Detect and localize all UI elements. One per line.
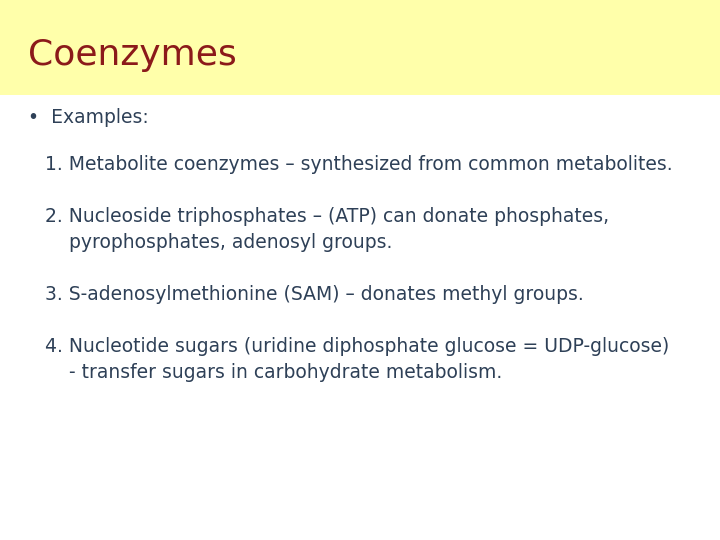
Text: •  Examples:: • Examples:	[28, 108, 149, 127]
Text: 2. Nucleoside triphosphates – (ATP) can donate phosphates,
    pyrophosphates, a: 2. Nucleoside triphosphates – (ATP) can …	[45, 207, 609, 252]
Text: 3. S-adenosylmethionine (SAM) – donates methyl groups.: 3. S-adenosylmethionine (SAM) – donates …	[45, 285, 584, 304]
Text: Coenzymes: Coenzymes	[28, 38, 237, 72]
Bar	[0, 0, 720, 95]
Text: 1. Metabolite coenzymes – synthesized from common metabolites.: 1. Metabolite coenzymes – synthesized fr…	[45, 155, 672, 174]
Text: 4. Nucleotide sugars (uridine diphosphate glucose = UDP-glucose)
    - transfer : 4. Nucleotide sugars (uridine diphosphat…	[45, 337, 670, 382]
